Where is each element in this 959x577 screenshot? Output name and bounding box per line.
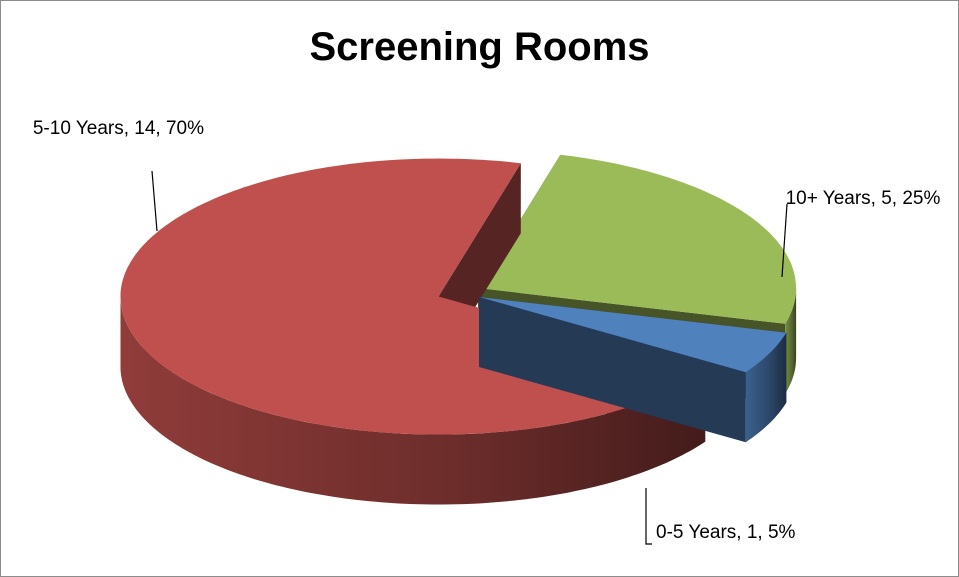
slice bbox=[478, 154, 797, 324]
data-label: 5-10 Years, 14, 70% bbox=[32, 118, 204, 139]
leader-line bbox=[781, 203, 788, 278]
slice-wall bbox=[479, 297, 746, 443]
slice-side bbox=[745, 332, 787, 443]
chart-title: Screening Rooms bbox=[309, 25, 650, 69]
data-label: 0-5 Years, 1, 5% bbox=[656, 522, 796, 543]
leader-line bbox=[151, 170, 158, 232]
slice-side bbox=[785, 288, 797, 394]
leader-line bbox=[645, 488, 652, 545]
slice-side bbox=[120, 296, 706, 505]
data-label: 10+ Years, 5, 25% bbox=[785, 188, 941, 209]
slice bbox=[479, 297, 787, 373]
